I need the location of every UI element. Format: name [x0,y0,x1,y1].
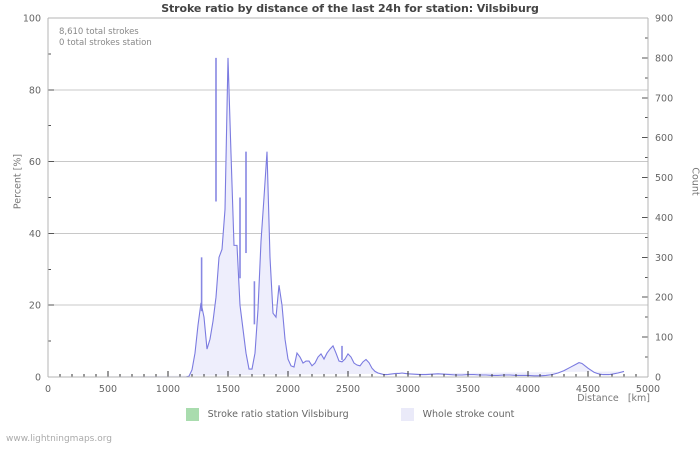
svg-text:5000: 5000 [636,384,660,395]
svg-text:100: 100 [23,14,41,25]
grid-lines [48,17,648,378]
svg-text:4500: 4500 [576,384,600,395]
svg-text:500: 500 [99,384,117,395]
legend-item-stroke-ratio: Stroke ratio station Vilsbiburg [185,408,349,421]
chart-legend: Stroke ratio station Vilsbiburg Whole st… [0,408,700,421]
svg-text:3000: 3000 [396,384,420,395]
plot-frame [47,17,649,378]
annotation-line-2: 0 total strokes station [59,38,152,48]
site-footer: www.lightningmaps.org [6,434,112,444]
svg-text:2000: 2000 [276,384,300,395]
svg-text:3500: 3500 [456,384,480,395]
svg-text:40: 40 [29,229,41,240]
svg-text:1500: 1500 [216,384,240,395]
legend-label-stroke-ratio: Stroke ratio station Vilsbiburg [207,409,349,420]
svg-text:0: 0 [35,373,41,384]
legend-label-whole-stroke-count: Whole stroke count [422,409,515,420]
svg-text:600: 600 [655,133,673,144]
svg-text:200: 200 [655,293,673,304]
annotation-line-1: 8,610 total strokes [59,27,139,37]
svg-text:300: 300 [655,253,673,264]
x-axis-label: Distance [km] [577,393,650,404]
svg-text:4000: 4000 [516,384,540,395]
legend-swatch-whole-stroke-count [400,408,414,421]
axis-tick-labels: 0 500 1000 1500 2000 2500 3000 3500 4000 4500 5000… [23,14,673,396]
svg-text:400: 400 [655,213,673,224]
series-group [48,57,625,378]
svg-text:80: 80 [29,85,41,96]
svg-text:500: 500 [655,173,673,184]
legend-swatch-stroke-ratio [185,408,199,421]
svg-text:700: 700 [655,93,673,104]
svg-text:100: 100 [655,333,673,344]
chart-annotation: 8,610 total strokes 0 total strokes stat… [59,27,152,49]
axis-ticks [47,17,649,378]
svg-text:20: 20 [29,301,41,312]
svg-text:0: 0 [655,373,661,384]
svg-text:1000: 1000 [156,384,180,395]
svg-text:800: 800 [655,53,673,64]
svg-text:2500: 2500 [336,384,360,395]
svg-text:60: 60 [29,157,41,168]
plot-area: 0 500 1000 1500 2000 2500 3000 3500 4000 4500 5000… [23,14,673,396]
svg-text:0: 0 [45,384,51,395]
svg-text:900: 900 [655,14,673,25]
chart-title: Stroke ratio by distance of the last 24h… [161,2,539,15]
legend-item-whole-stroke-count: Whole stroke count [400,408,515,421]
